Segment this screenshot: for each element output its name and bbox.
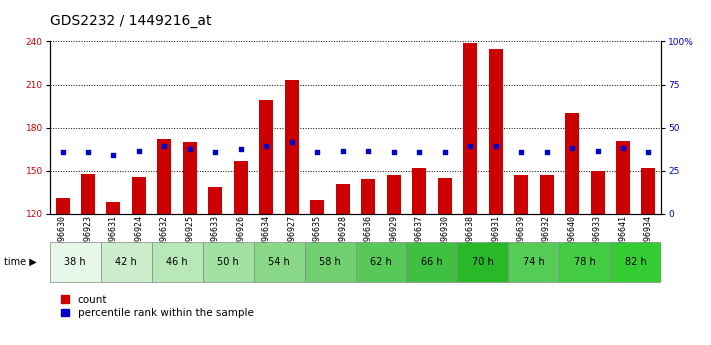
FancyBboxPatch shape [407,242,457,282]
FancyBboxPatch shape [101,242,151,282]
Text: GSM96934: GSM96934 [644,215,653,255]
Legend: count, percentile rank within the sample: count, percentile rank within the sample [61,295,254,318]
FancyBboxPatch shape [508,242,560,282]
Point [311,149,323,155]
Point [464,144,476,149]
Text: GSM96924: GSM96924 [134,215,144,255]
Text: 74 h: 74 h [523,257,545,267]
Bar [132,177,146,214]
Point [184,146,196,152]
Point [363,148,374,154]
FancyBboxPatch shape [560,242,610,282]
Point [210,149,221,155]
Bar [310,199,324,214]
Point [159,144,170,149]
Bar [616,141,630,214]
Bar [107,203,120,214]
Text: GSM96928: GSM96928 [338,215,347,255]
Point [337,148,348,154]
Text: 38 h: 38 h [65,257,86,267]
Text: GSM96633: GSM96633 [211,215,220,255]
Bar [514,175,528,214]
Text: GSM96631: GSM96631 [109,215,118,255]
FancyBboxPatch shape [610,242,661,282]
Text: GSM96926: GSM96926 [236,215,245,255]
Text: GSM96632: GSM96632 [160,215,169,255]
Text: GSM96927: GSM96927 [287,215,296,255]
Point [439,149,450,155]
Text: 70 h: 70 h [472,257,493,267]
Point [567,145,578,150]
Text: GSM96636: GSM96636 [364,215,373,255]
Bar [260,100,273,214]
Text: GSM96923: GSM96923 [83,215,92,255]
FancyBboxPatch shape [203,242,254,282]
Point [235,146,247,152]
Point [414,149,425,155]
Text: GSM96925: GSM96925 [186,215,194,255]
Text: GSM96640: GSM96640 [567,215,577,255]
Text: 54 h: 54 h [268,257,290,267]
Point [643,149,654,155]
Text: 46 h: 46 h [166,257,188,267]
Bar [412,168,426,214]
Text: GSM96630: GSM96630 [58,215,67,255]
Bar [463,43,477,214]
Point [261,144,272,149]
Text: 78 h: 78 h [574,257,596,267]
Text: time ▶: time ▶ [4,257,36,267]
Bar [540,175,554,214]
Point [617,145,629,150]
Point [388,149,400,155]
Bar [285,80,299,214]
Point [108,152,119,158]
FancyBboxPatch shape [356,242,407,282]
Text: 50 h: 50 h [218,257,239,267]
Text: 62 h: 62 h [370,257,392,267]
Point [490,144,501,149]
Text: GSM96932: GSM96932 [542,215,551,255]
FancyBboxPatch shape [151,242,203,282]
Bar [81,174,95,214]
Text: 66 h: 66 h [421,257,443,267]
Bar [387,175,401,214]
Bar [361,179,375,214]
Text: GSM96930: GSM96930 [440,215,449,255]
Bar [591,171,604,214]
Text: GSM96639: GSM96639 [517,215,525,255]
Bar [55,198,70,214]
Text: GSM96634: GSM96634 [262,215,271,255]
Point [515,149,527,155]
Bar [336,184,350,214]
Bar [488,49,503,214]
FancyBboxPatch shape [457,242,508,282]
Point [541,149,552,155]
Text: 42 h: 42 h [115,257,137,267]
Text: GSM96635: GSM96635 [313,215,322,255]
Point [592,148,603,154]
Point [133,148,144,154]
Text: GSM96933: GSM96933 [593,215,602,255]
Text: GSM96637: GSM96637 [415,215,424,255]
Text: GSM96931: GSM96931 [491,215,500,255]
Point [82,149,94,155]
Text: 82 h: 82 h [625,257,646,267]
Bar [438,178,451,214]
Point [57,149,68,155]
Text: GSM96641: GSM96641 [619,215,628,255]
Text: GSM96638: GSM96638 [466,215,475,255]
Point [286,139,297,145]
Bar [183,142,197,214]
Bar [565,113,579,214]
Bar [641,168,656,214]
FancyBboxPatch shape [50,242,101,282]
Text: GSM96929: GSM96929 [389,215,398,255]
Bar [234,161,248,214]
Text: 58 h: 58 h [319,257,341,267]
Text: GDS2232 / 1449216_at: GDS2232 / 1449216_at [50,13,211,28]
FancyBboxPatch shape [254,242,304,282]
FancyBboxPatch shape [304,242,356,282]
Bar [208,187,223,214]
Bar [157,139,171,214]
